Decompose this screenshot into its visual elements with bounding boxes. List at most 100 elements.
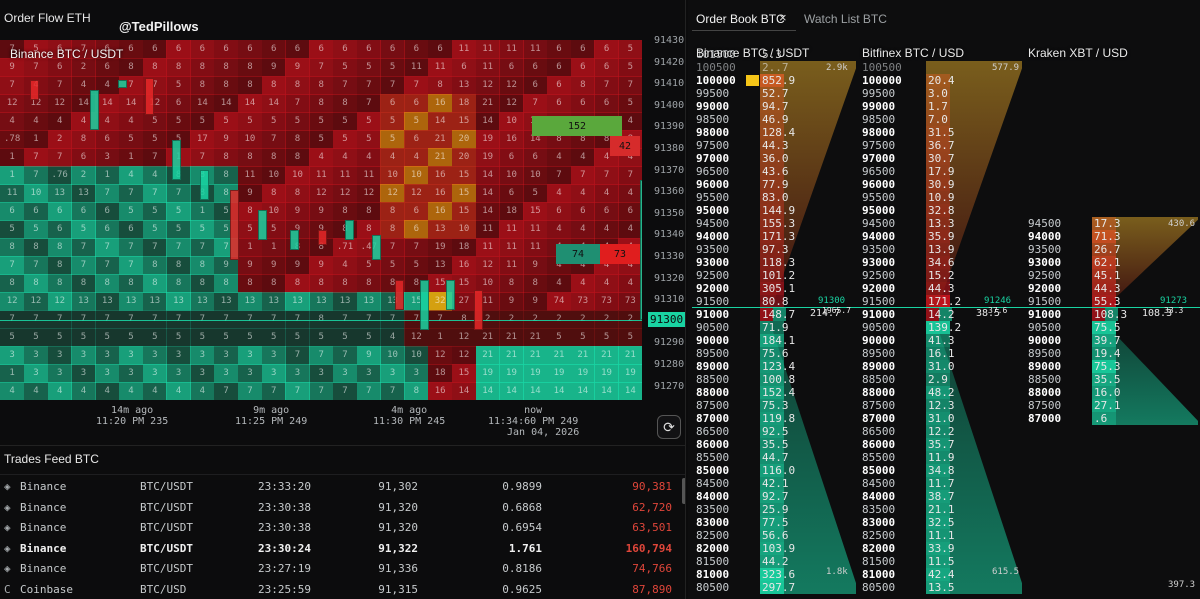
table-row[interactable]: ◈ Binance BTC/USDT 23:30:24 91,322 1.761 160,7… [0, 538, 680, 559]
order-book-ask-row[interactable]: 96000 30.9 [858, 178, 1024, 191]
price-axis[interactable]: 91430 91420 91410 91400 91390 91380 91370 91360… [642, 33, 685, 393]
order-book-bid-row[interactable]: 90500 75.5 [1024, 321, 1200, 334]
table-row[interactable]: ◈ Binance BTC/USDT 23:33:20 91,302 0.9899 90,3… [0, 476, 680, 497]
order-book-bid-row[interactable]: 89500 75.6 [692, 347, 858, 360]
order-book-bid-row[interactable]: 85000 34.8 [858, 464, 1024, 477]
order-book-mid-row[interactable]: 91000 14.2 38.5 37.6 [858, 306, 1024, 321]
order-book-ask-row[interactable]: 93000 118.3 [692, 256, 858, 269]
order-book-bid-row[interactable]: 86500 92.5 [692, 425, 858, 438]
order-book-ask-row[interactable]: 93000 62.1 [1024, 256, 1200, 269]
close-icon[interactable]: × [779, 10, 787, 25]
order-book-bid-row[interactable]: 83000 77.5 [692, 516, 858, 529]
order-book-bid-row[interactable]: 88500 2.9 [858, 373, 1024, 386]
order-flow-heatmap[interactable]: 7 5 6 7 6 6 6 6 6 6 6 6 6 6 6 6 6 6 6 11 11 11 11 6 6 6 5 9 7 6 2 6 8 8 8 8… [0, 40, 642, 400]
order-book-ask-row[interactable]: 97500 44.3 [692, 139, 858, 152]
table-row[interactable]: C Coinbase BTC/USD 23:25:59 91,315 0.9625 87,8… [0, 579, 680, 599]
order-book-ask-row[interactable]: 92000 305.1 [692, 282, 858, 295]
order-book-ask-row[interactable]: 95000 144.9 [692, 204, 858, 217]
order-book-bid-row[interactable]: 80500 13.5 [858, 581, 1024, 594]
order-book-bid-row[interactable]: 89000 31.0 [858, 360, 1024, 373]
order-book-ask-row[interactable]: 95000 32.8 [858, 204, 1024, 217]
order-book-ask-row[interactable]: 94500 17.3 [1024, 217, 1200, 230]
order-book-ask-row[interactable]: 93500 26.7 [1024, 243, 1200, 256]
order-book-bid-row[interactable]: 81500 11.5 [858, 555, 1024, 568]
order-book-ask-row[interactable]: 94000 35.9 [858, 230, 1024, 243]
order-book-bid-row[interactable]: 83000 32.5 [858, 516, 1024, 529]
time-axis[interactable]: 14m ago 11:20 PM 235 9m ago 11:25 PM 249 4m … [0, 400, 642, 444]
order-book-bid-row[interactable]: 87500 75.3 [692, 399, 858, 412]
table-row[interactable]: ◈ Binance BTC/USDT 23:27:19 91,336 0.8186 74,7… [0, 558, 680, 579]
order-book-ask-row[interactable]: 100000 852.9 [692, 74, 858, 87]
order-book-bid-row[interactable]: 87500 12.3 [858, 399, 1024, 412]
order-book-bid-row[interactable]: 80500 297.7 [692, 581, 858, 594]
order-book-bid-row[interactable]: 81500 44.2 [692, 555, 858, 568]
order-book-bid-row[interactable]: 89500 19.4 [1024, 347, 1200, 360]
order-book-ask-row[interactable]: 99000 94.7 [692, 100, 858, 113]
order-book-bid-row[interactable]: 82500 11.1 [858, 529, 1024, 542]
table-row[interactable]: ◈ Binance BTC/USDT 23:30:38 91,320 0.6954 63,5… [0, 517, 680, 538]
trades-scrollbar[interactable] [682, 478, 685, 504]
order-book-bid-row[interactable]: 88000 152.4 [692, 386, 858, 399]
order-book-bid-row[interactable]: 88000 16.0 [1024, 386, 1200, 399]
order-book-ask-row[interactable]: 97000 36.0 [692, 152, 858, 165]
order-book-bid-row[interactable]: 90000 41.3 [858, 334, 1024, 347]
order-book-bid-row[interactable]: 84000 38.7 [858, 490, 1024, 503]
order-book-ask-row[interactable]: 99500 52.7 [692, 87, 858, 100]
order-book-bid-row[interactable]: 90500 71.9 [692, 321, 858, 334]
order-book-ask-row[interactable]: 93500 13.9 [858, 243, 1024, 256]
order-book-bid-row[interactable]: 90500 139.2 [858, 321, 1024, 334]
order-book-bid-row[interactable]: 82000 33.9 [858, 542, 1024, 555]
order-book-ask-row[interactable]: 98000 128.4 [692, 126, 858, 139]
order-book-ask-row[interactable]: 94500 13.3 [858, 217, 1024, 230]
order-book-ask-row[interactable]: 92000 44.3 [1024, 282, 1200, 295]
table-row[interactable]: ◈ Binance BTC/USDT 23:30:38 91,320 0.6868 62,7… [0, 497, 680, 518]
order-book-ask-row[interactable]: 98000 31.5 [858, 126, 1024, 139]
order-book-ask-row[interactable]: 97500 36.7 [858, 139, 1024, 152]
order-book-bid-row[interactable]: 84500 42.1 [692, 477, 858, 490]
order-book-bid-row[interactable]: 88000 48.2 [858, 386, 1024, 399]
order-book-mid-row[interactable]: 91000 108.3 108.3 33.3 [1024, 306, 1200, 321]
order-book-bid-row[interactable]: 81000 323.6 [692, 568, 858, 581]
order-book-ask-row[interactable]: 100000 20.4 [858, 74, 1024, 87]
order-book-bid-row[interactable]: 86500 12.2 [858, 425, 1024, 438]
order-book-bid-row[interactable]: 83500 21.1 [858, 503, 1024, 516]
order-book-bid-row[interactable]: 85500 44.7 [692, 451, 858, 464]
reset-view-button[interactable]: ⟳ [657, 415, 681, 439]
order-book-bid-row[interactable]: 82500 56.6 [692, 529, 858, 542]
order-book-ask-row[interactable]: 96500 43.6 [692, 165, 858, 178]
order-book-ask-row[interactable]: 94500 155.3 [692, 217, 858, 230]
order-book-bid-row[interactable]: 85000 116.0 [692, 464, 858, 477]
order-book-ask-row[interactable]: 91500 80.8 [692, 295, 858, 308]
order-book-bid-row[interactable]: 81000 42.4 [858, 568, 1024, 581]
tab-order-book[interactable]: Order Book BTC [696, 12, 785, 26]
order-book-bid-row[interactable]: 87500 27.1 [1024, 399, 1200, 412]
order-book-ask-row[interactable]: 91500 55.3 [1024, 295, 1200, 308]
order-book-bid-row[interactable]: 89000 123.4 [692, 360, 858, 373]
order-book-ask-row[interactable]: 98500 7.0 [858, 113, 1024, 126]
order-book-bid-row[interactable]: 88500 35.5 [1024, 373, 1200, 386]
order-book-bid-row[interactable]: 85500 11.9 [858, 451, 1024, 464]
order-book-bid-row[interactable]: 87000 .6 [1024, 412, 1200, 425]
order-book-ask-row[interactable]: 92000 44.3 [858, 282, 1024, 295]
order-book-bid-row[interactable]: 89500 16.1 [858, 347, 1024, 360]
order-book-ask-row[interactable]: 92500 45.1 [1024, 269, 1200, 282]
tab-watch-list[interactable]: Watch List BTC [804, 12, 887, 26]
order-book-ask-row[interactable]: 99000 1.7 [858, 100, 1024, 113]
order-book-bid-row[interactable]: 82000 103.9 [692, 542, 858, 555]
order-book-bid-row[interactable]: 86000 35.7 [858, 438, 1024, 451]
order-book-bid-row[interactable]: 87000 31.0 [858, 412, 1024, 425]
order-book-mid-row[interactable]: 91000 148.7 214.7 1965.7 [692, 306, 858, 321]
order-book-ask-row[interactable]: 93500 97.3 [692, 243, 858, 256]
order-book-ask-row[interactable]: 91500 171.2 [858, 295, 1024, 308]
order-book-ask-row[interactable]: 94000 171.3 [692, 230, 858, 243]
order-book-bid-row[interactable]: 83500 25.9 [692, 503, 858, 516]
order-book-ask-row[interactable]: 99500 3.0 [858, 87, 1024, 100]
order-book-ask-row[interactable]: 96000 77.9 [692, 178, 858, 191]
order-book-bid-row[interactable]: 86000 35.5 [692, 438, 858, 451]
order-book-bid-row[interactable]: 90000 39.7 [1024, 334, 1200, 347]
order-book-bid-row[interactable]: 89000 75.3 [1024, 360, 1200, 373]
order-book-bid-row[interactable]: 84000 92.7 [692, 490, 858, 503]
order-book-ask-row[interactable]: 98500 46.9 [692, 113, 858, 126]
order-book-ask-row[interactable]: 92500 101.2 [692, 269, 858, 282]
order-book-bid-row[interactable]: 84500 11.7 [858, 477, 1024, 490]
